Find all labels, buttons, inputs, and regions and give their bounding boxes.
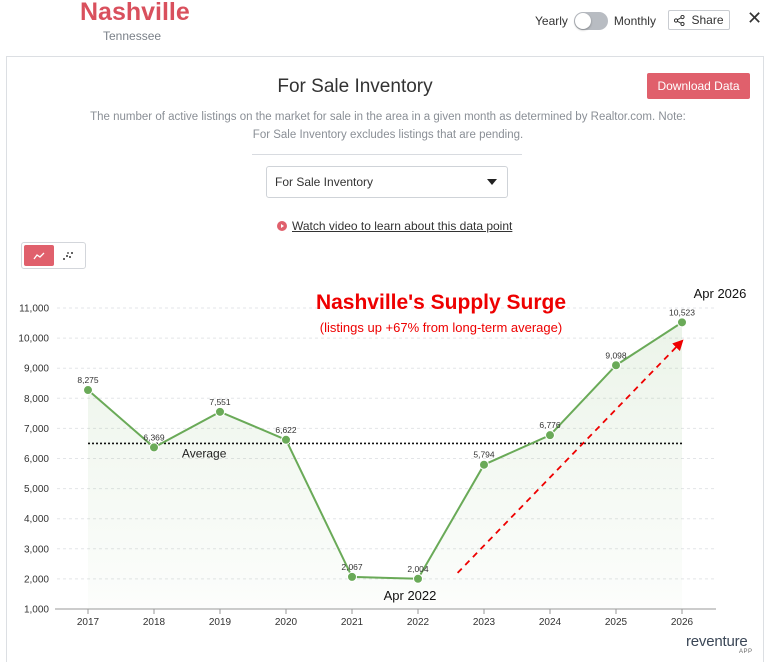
data-point — [413, 573, 423, 584]
average-label: Average — [182, 446, 227, 460]
data-label: 2,067 — [341, 562, 363, 572]
watch-video-link[interactable]: Watch video to learn about this data poi… — [277, 218, 512, 234]
data-point — [149, 442, 159, 453]
x-tick-label: 2022 — [407, 617, 430, 628]
annotation-subhead: (listings up +67% from long-term average… — [320, 320, 562, 335]
x-tick-label: 2025 — [605, 617, 628, 628]
data-label: 6,622 — [275, 425, 297, 435]
y-tick-label: 1,000 — [24, 605, 49, 616]
y-tick-label: 4,000 — [24, 514, 49, 525]
share-icon — [674, 14, 686, 26]
chart-type-switcher — [21, 242, 86, 269]
x-tick-label: 2017 — [77, 617, 100, 628]
data-point — [545, 430, 555, 441]
data-point — [677, 317, 687, 328]
y-tick-label: 8,000 — [24, 394, 49, 405]
divider — [252, 154, 522, 155]
x-tick-label: 2021 — [341, 617, 364, 628]
caret-down-icon — [487, 179, 497, 185]
data-label: 7,551 — [209, 397, 231, 407]
x-tick-label: 2018 — [143, 617, 166, 628]
x-tick-label: 2024 — [539, 617, 562, 628]
watch-video-label: Watch video to learn about this data poi… — [292, 219, 513, 233]
x-tick-label: 2020 — [275, 617, 298, 628]
data-label: 6,776 — [539, 420, 561, 430]
peak-label: Apr 2026 — [694, 286, 747, 301]
toggle-label-yearly: Yearly — [535, 14, 568, 28]
metric-select[interactable]: For Sale Inventory — [266, 166, 508, 198]
y-tick-label: 3,000 — [24, 544, 49, 555]
y-axis: 1,000 2,000 3,000 4,000 5,000 6,000 7,000 8,000… — [18, 304, 49, 616]
data-point — [83, 385, 93, 396]
download-data-button[interactable]: Download Data — [647, 73, 750, 99]
data-point — [479, 459, 489, 470]
metric-select-value: For Sale Inventory — [275, 175, 374, 189]
data-label: 10,523 — [669, 307, 695, 317]
data-point — [215, 406, 225, 417]
yearly-monthly-switch[interactable] — [573, 12, 608, 30]
switch-knob — [574, 13, 591, 29]
toggle-label-monthly: Monthly — [613, 14, 656, 28]
trough-label: Apr 2022 — [384, 588, 437, 603]
play-icon — [277, 221, 287, 231]
data-label: 9,098 — [605, 350, 627, 360]
data-point — [347, 571, 357, 582]
metric-description: The number of active listings on the mar… — [90, 111, 686, 141]
x-tick-label: 2026 — [671, 617, 694, 628]
close-icon[interactable]: ✕ — [747, 8, 763, 28]
data-label: 5,794 — [473, 450, 495, 460]
x-axis: 2017 2018 2019 2020 2021 2022 2023 2024 2025 2026 — [55, 608, 716, 628]
x-tick-label: 2023 — [473, 617, 496, 628]
data-points — [83, 317, 687, 584]
series-area — [88, 322, 682, 609]
y-tick-label: 7,000 — [24, 424, 49, 435]
data-labels: 8,275 6,369 7,551 6,622 2,067 2,004 5,794 6,776… — [77, 307, 695, 573]
y-tick-label: 5,000 — [24, 484, 49, 495]
data-label: 6,369 — [143, 432, 165, 442]
y-tick-label: 2,000 — [24, 574, 49, 585]
chart-panel — [6, 56, 764, 662]
data-label: 2,004 — [407, 564, 429, 574]
data-point — [281, 434, 291, 445]
scatter-chart-icon — [63, 251, 74, 260]
series-line — [87, 321, 683, 580]
reventure-logo-sub: APP — [739, 649, 753, 655]
y-tick-label: 10,000 — [18, 334, 49, 345]
line-chart-icon — [33, 252, 45, 259]
annotation-headline: Nashville's Supply Surge — [316, 291, 566, 314]
share-button[interactable]: Share — [668, 10, 730, 30]
state-name: Tennessee — [103, 29, 162, 43]
x-tick-label: 2019 — [209, 617, 232, 628]
reventure-logo: reventure — [686, 633, 748, 650]
y-tick-label: 9,000 — [24, 364, 49, 375]
frequency-toggle: Yearly Monthly — [535, 11, 656, 31]
city-name: Nashville — [80, 0, 190, 26]
line-chart-option[interactable] — [24, 245, 54, 266]
y-tick-label: 11,000 — [19, 304, 49, 315]
trend-arrow — [456, 339, 684, 574]
metric-title: For Sale Inventory — [277, 76, 433, 97]
data-label: 8,275 — [77, 375, 99, 385]
scatter-chart-option[interactable] — [54, 245, 84, 266]
y-tick-label: 6,000 — [24, 454, 49, 465]
share-label: Share — [691, 13, 724, 27]
data-point — [611, 360, 621, 371]
